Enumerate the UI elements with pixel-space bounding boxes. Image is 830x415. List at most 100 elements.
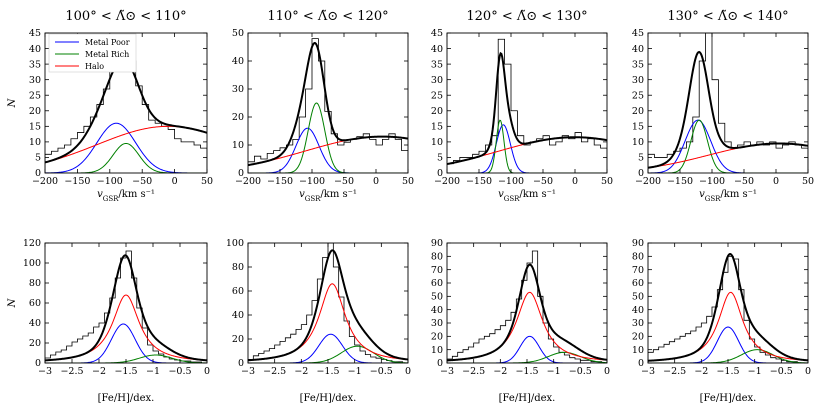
panel-metallicity-2-xlabel: [Fe/H]/dex. — [300, 393, 357, 404]
panel-velocity-2-xtick-label: −200 — [235, 176, 261, 187]
panel-metallicity-4-ytick-label: 40 — [632, 305, 644, 316]
panel-metallicity-4-ytick-label: 10 — [632, 345, 644, 356]
panel-metallicity-1-curve-metal-poor — [45, 323, 207, 363]
panel-velocity-1-xtick-label: −100 — [97, 176, 123, 187]
panel-metallicity-1-ylabel: N — [7, 297, 18, 308]
panel-velocity-2-xtick-label: 0 — [373, 176, 379, 187]
panel-metallicity-3-ytick-label: 90 — [431, 238, 443, 249]
panel-velocity-4-ytick-label: 25 — [632, 90, 644, 101]
panel-velocity-4-ytick-label: 40 — [632, 44, 644, 55]
panel-metallicity-1-curve-total — [45, 254, 207, 362]
panel-metallicity-4-xtick-label: −0.5 — [770, 366, 793, 377]
panel-metallicity-1-curve-halo — [45, 294, 207, 361]
panel-metallicity-4-curve-metal-poor — [648, 326, 808, 363]
panel-velocity-3-ytick-label: 10 — [431, 137, 443, 148]
panel-metallicity-1-ytick-label: 20 — [29, 338, 41, 349]
panel-velocity-1-ytick-label: 20 — [29, 106, 41, 117]
panel-velocity-2-curve-halo — [248, 136, 408, 166]
panel-metallicity-2-ytick-label: 80 — [232, 262, 244, 273]
panel-velocity-1-curve-total — [45, 58, 207, 164]
panel-metallicity-3-frame — [446, 242, 608, 364]
panel-velocity-3-ytick-label: 30 — [431, 75, 443, 86]
panel-velocity-3-ytick-label: 40 — [431, 44, 443, 55]
legend-label-metal-rich: Metal Rich — [85, 50, 129, 59]
panel-metallicity-2-xtick-label: −0.5 — [370, 366, 393, 377]
panel-velocity-2-curve-metal-poor — [248, 127, 408, 173]
panel-metallicity-4-xtick-label: −2.5 — [663, 366, 686, 377]
panel-metallicity-1-xtick-label: −2 — [92, 366, 106, 377]
panel-velocity-1-xtick-label: −200 — [32, 176, 58, 187]
panel-velocity-3-curve-metal-poor — [447, 124, 607, 173]
panel-metallicity-3-ytick-label: 60 — [431, 278, 443, 289]
panel-velocity-4-ytick-label: 30 — [632, 75, 644, 86]
panel-velocity-4-title: 130° < Λ̃⊙ < 140° — [667, 9, 788, 24]
panel-velocity-3-curve-total — [447, 51, 607, 166]
panel-velocity-1-xtick-label: 0 — [172, 176, 178, 187]
panel-metallicity-3: −3 −2.5 −2 −1.5 −1 −0.5 0 0 10 20 30 40 50 60 70 80 90 [F… — [431, 238, 610, 404]
panel-metallicity-2-ytick-label: 40 — [232, 310, 244, 321]
panel-metallicity-3-xlabel: [Fe/H]/dex. — [499, 393, 556, 404]
panel-velocity-1-ytick-label: 0 — [35, 168, 41, 179]
panel-velocity-3-frame — [446, 32, 608, 174]
panel-metallicity-4-xtick-label: −1 — [748, 366, 762, 377]
panel-metallicity-3-curve-metal-poor — [447, 335, 607, 363]
panel-velocity-3-ytick-label: 35 — [431, 59, 443, 70]
panel-metallicity-2-xtick-label: −1.5 — [316, 366, 339, 377]
panel-velocity-1-xtick-label: −150 — [64, 176, 90, 187]
panel-metallicity-3-histogram — [447, 250, 607, 363]
panel-metallicity-4-xtick-label: −1.5 — [716, 366, 739, 377]
panel-metallicity-3-curve-halo — [447, 291, 607, 361]
panel-velocity-3-curve-metal-rich — [447, 119, 607, 173]
panel-velocity-2-title: 110° < Λ̃⊙ < 120° — [267, 9, 388, 24]
panel-metallicity-1: −3 −2.5 −2 −1.5 −1 −0.5 0 0 20 40 60 80 100 120 [Fe/H]… — [7, 238, 210, 404]
panel-velocity-4-ytick-label: 5 — [638, 153, 644, 164]
panel-metallicity-2-ytick-label: 0 — [238, 358, 244, 369]
panel-metallicity-4-ytick-label: 0 — [638, 358, 644, 369]
panel-velocity-1-ytick-label: 10 — [29, 137, 41, 148]
panel-velocity-1-title: 100° < Λ̃⊙ < 110° — [65, 9, 186, 24]
panel-velocity-2-xtick-label: −150 — [267, 176, 293, 187]
panel-velocity-2-curve-total — [248, 42, 408, 167]
panel-velocity-2-ytick-label: 50 — [232, 28, 244, 39]
panel-metallicity-4-ytick-label: 60 — [632, 278, 644, 289]
panel-metallicity-3-xtick-label: −3 — [440, 366, 454, 377]
panel-velocity-4-xtick-label: −100 — [699, 176, 725, 187]
panel-velocity-3-xtick-label: −200 — [434, 176, 460, 187]
panel-metallicity-4-ytick-label: 50 — [632, 292, 644, 303]
legend-label-halo: Halo — [85, 62, 104, 71]
panel-velocity-3-xlabel: vGSR/km s⁻¹ — [498, 189, 556, 203]
panel-velocity-3-ytick-label: 0 — [437, 168, 443, 179]
panel-velocity-4-ytick-label: 15 — [632, 122, 644, 133]
panel-velocity-3-histogram — [447, 38, 607, 173]
panel-velocity-3-ytick-label: 15 — [431, 122, 443, 133]
panel-velocity-1: −200 −150 −100 −50 0 50 0 5 10 15 20 25 30 35 40 45 vGSR… — [7, 9, 213, 203]
panel-metallicity-4: −3 −2.5 −2 −1.5 −1 −0.5 0 0 10 20 30 40 50 60 70 80 90 [F… — [632, 238, 811, 404]
panel-metallicity-1-ytick-label: 120 — [23, 238, 41, 249]
panel-metallicity-3-ytick-label: 40 — [431, 305, 443, 316]
panel-velocity-4-xlabel: vGSR/km s⁻¹ — [699, 189, 757, 203]
panel-metallicity-1-xtick-label: −1.5 — [114, 366, 137, 377]
panel-metallicity-1-ytick-label: 40 — [29, 318, 41, 329]
panel-velocity-4-frame — [647, 32, 809, 174]
panel-velocity-1-curve-halo — [45, 125, 207, 163]
panel-velocity-3-curve-halo — [447, 136, 607, 165]
panel-metallicity-3-ytick-label: 20 — [431, 332, 443, 343]
panel-metallicity-3-ytick-label: 30 — [431, 318, 443, 329]
panel-velocity-2-xtick-label: −50 — [334, 176, 354, 187]
panel-metallicity-4-xtick-label: 0 — [805, 366, 811, 377]
panel-velocity-3-title: 120° < Λ̃⊙ < 130° — [466, 9, 587, 24]
panel-metallicity-2-xtick-label: −2 — [294, 366, 308, 377]
panel-velocity-4-xtick-label: 0 — [773, 176, 779, 187]
panel-velocity-1-ylabel: N — [7, 97, 18, 108]
panel-metallicity-1-ytick-label: 100 — [23, 258, 41, 269]
panel-metallicity-2-histogram — [248, 243, 408, 363]
panel-velocity-2: −200 −150 −100 −50 0 50 0 10 20 30 40 50 vGSR/km s⁻¹… — [232, 9, 414, 203]
panel-velocity-3-xtick-label: −50 — [533, 176, 553, 187]
panel-velocity-1-ytick-label: 45 — [29, 28, 41, 39]
panel-velocity-3-ytick-label: 45 — [431, 28, 443, 39]
panel-velocity-3-xtick-label: −150 — [466, 176, 492, 187]
panel-velocity-1-ytick-label: 5 — [35, 153, 41, 164]
panel-metallicity-3-xtick-label: −1.5 — [515, 366, 538, 377]
panel-metallicity-3-xtick-label: −2.5 — [462, 366, 485, 377]
